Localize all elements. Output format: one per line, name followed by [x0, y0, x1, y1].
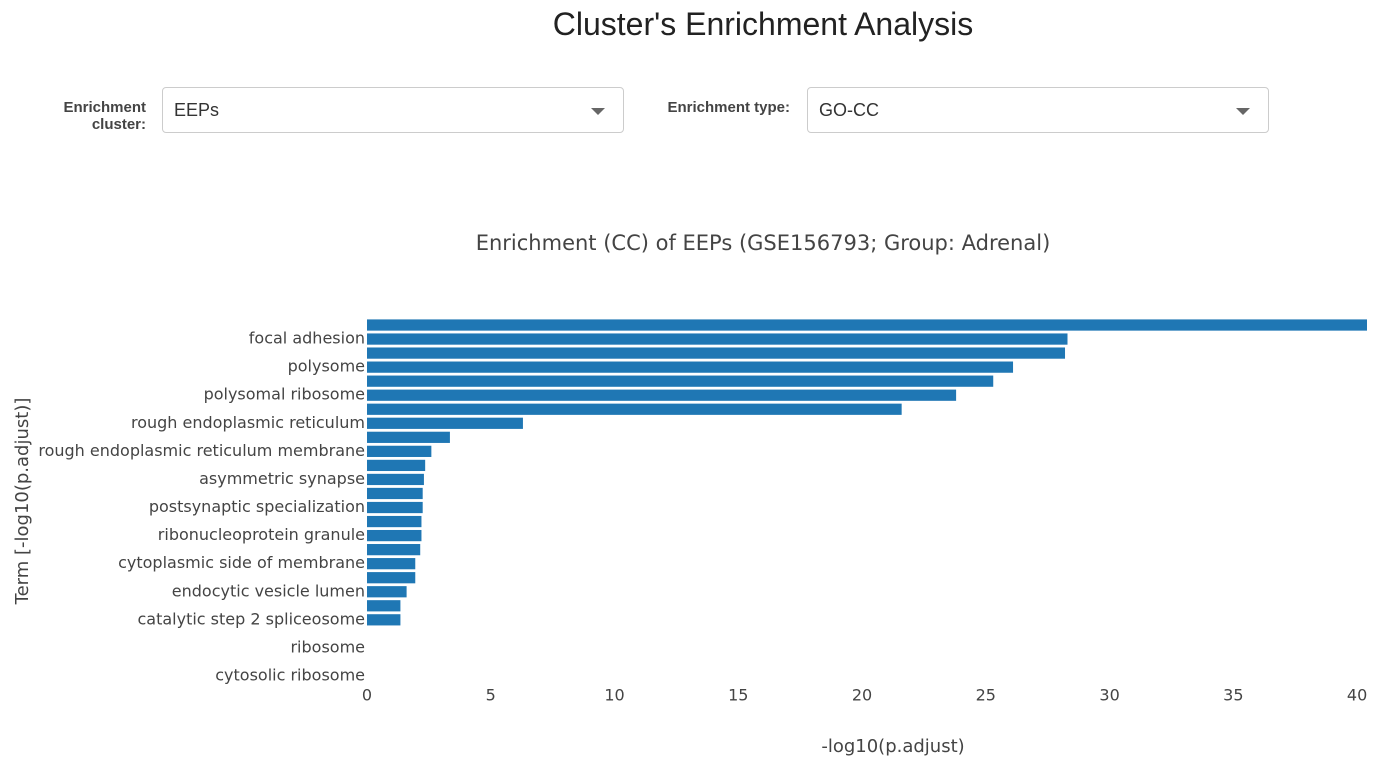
- bar: [367, 529, 422, 542]
- x-tick-label: 5: [486, 686, 496, 705]
- bar: [367, 445, 432, 457]
- bar: [367, 614, 401, 626]
- bar: [367, 347, 1066, 359]
- bar: [367, 375, 994, 387]
- y-tick-label: cytoplasmic side of membrane: [118, 553, 365, 572]
- bar: [367, 487, 423, 500]
- bar: [367, 544, 421, 556]
- dropdown-caret: [591, 108, 605, 115]
- x-tick-label: 0: [362, 686, 372, 705]
- x-tick-label: 35: [1223, 686, 1243, 705]
- bar: [367, 389, 957, 401]
- dropdown[interactable]: EEPs: [162, 87, 624, 133]
- bar: [367, 459, 426, 472]
- dropdown[interactable]: GO-CC: [807, 87, 1269, 133]
- bar: [367, 333, 1068, 345]
- y-tick-label: catalytic step 2 spliceosome: [137, 609, 365, 628]
- y-axis-title: Term [-log10(p.adjust)]: [12, 398, 33, 606]
- dropdown-value: EEPs: [174, 100, 220, 120]
- bar: [367, 558, 416, 570]
- bar: [367, 501, 423, 514]
- y-tick-label: focal adhesion: [249, 329, 365, 348]
- bar: [367, 473, 424, 486]
- y-tick-label: rough endoplasmic reticulum: [131, 413, 365, 432]
- bar: [367, 572, 416, 584]
- chart-title: Enrichment (CC) of EEPs (GSE156793; Grou…: [476, 231, 1051, 255]
- bar: [367, 319, 1367, 331]
- bar: [367, 586, 407, 598]
- y-tick-label: polysome: [288, 357, 365, 376]
- bar: [367, 600, 401, 612]
- bar: [367, 403, 902, 415]
- x-tick-label: 20: [852, 686, 872, 705]
- bar: [367, 431, 450, 443]
- y-tick-label: ribosome: [290, 637, 365, 656]
- dropdown-value: GO-CC: [819, 100, 879, 120]
- bar: [367, 417, 523, 429]
- y-tick-label: ribonucleoprotein granule: [158, 525, 365, 544]
- x-tick-label: 10: [604, 686, 624, 705]
- control-label: Enrichment cluster:: [63, 99, 146, 133]
- bar: [367, 515, 422, 528]
- dropdown-caret: [1236, 108, 1250, 115]
- bar: [367, 361, 1014, 373]
- page-title: Cluster's Enrichment Analysis: [552, 6, 974, 42]
- x-tick-label: 40: [1347, 686, 1367, 705]
- y-tick-label: endocytic vesicle lumen: [172, 581, 365, 600]
- y-tick-label: polysomal ribosome: [204, 385, 365, 404]
- x-tick-label: 15: [728, 686, 748, 705]
- y-tick-label: cytosolic ribosome: [215, 665, 365, 684]
- y-tick-label: asymmetric synapse: [199, 469, 365, 488]
- y-tick-label: rough endoplasmic reticulum membrane: [38, 441, 365, 460]
- control-label: Enrichment type:: [667, 99, 790, 116]
- x-tick-label: 30: [1099, 686, 1119, 705]
- y-tick-label: postsynaptic specialization: [149, 497, 365, 516]
- x-tick-label: 25: [976, 686, 996, 705]
- x-axis-title: -log10(p.adjust): [821, 736, 964, 757]
